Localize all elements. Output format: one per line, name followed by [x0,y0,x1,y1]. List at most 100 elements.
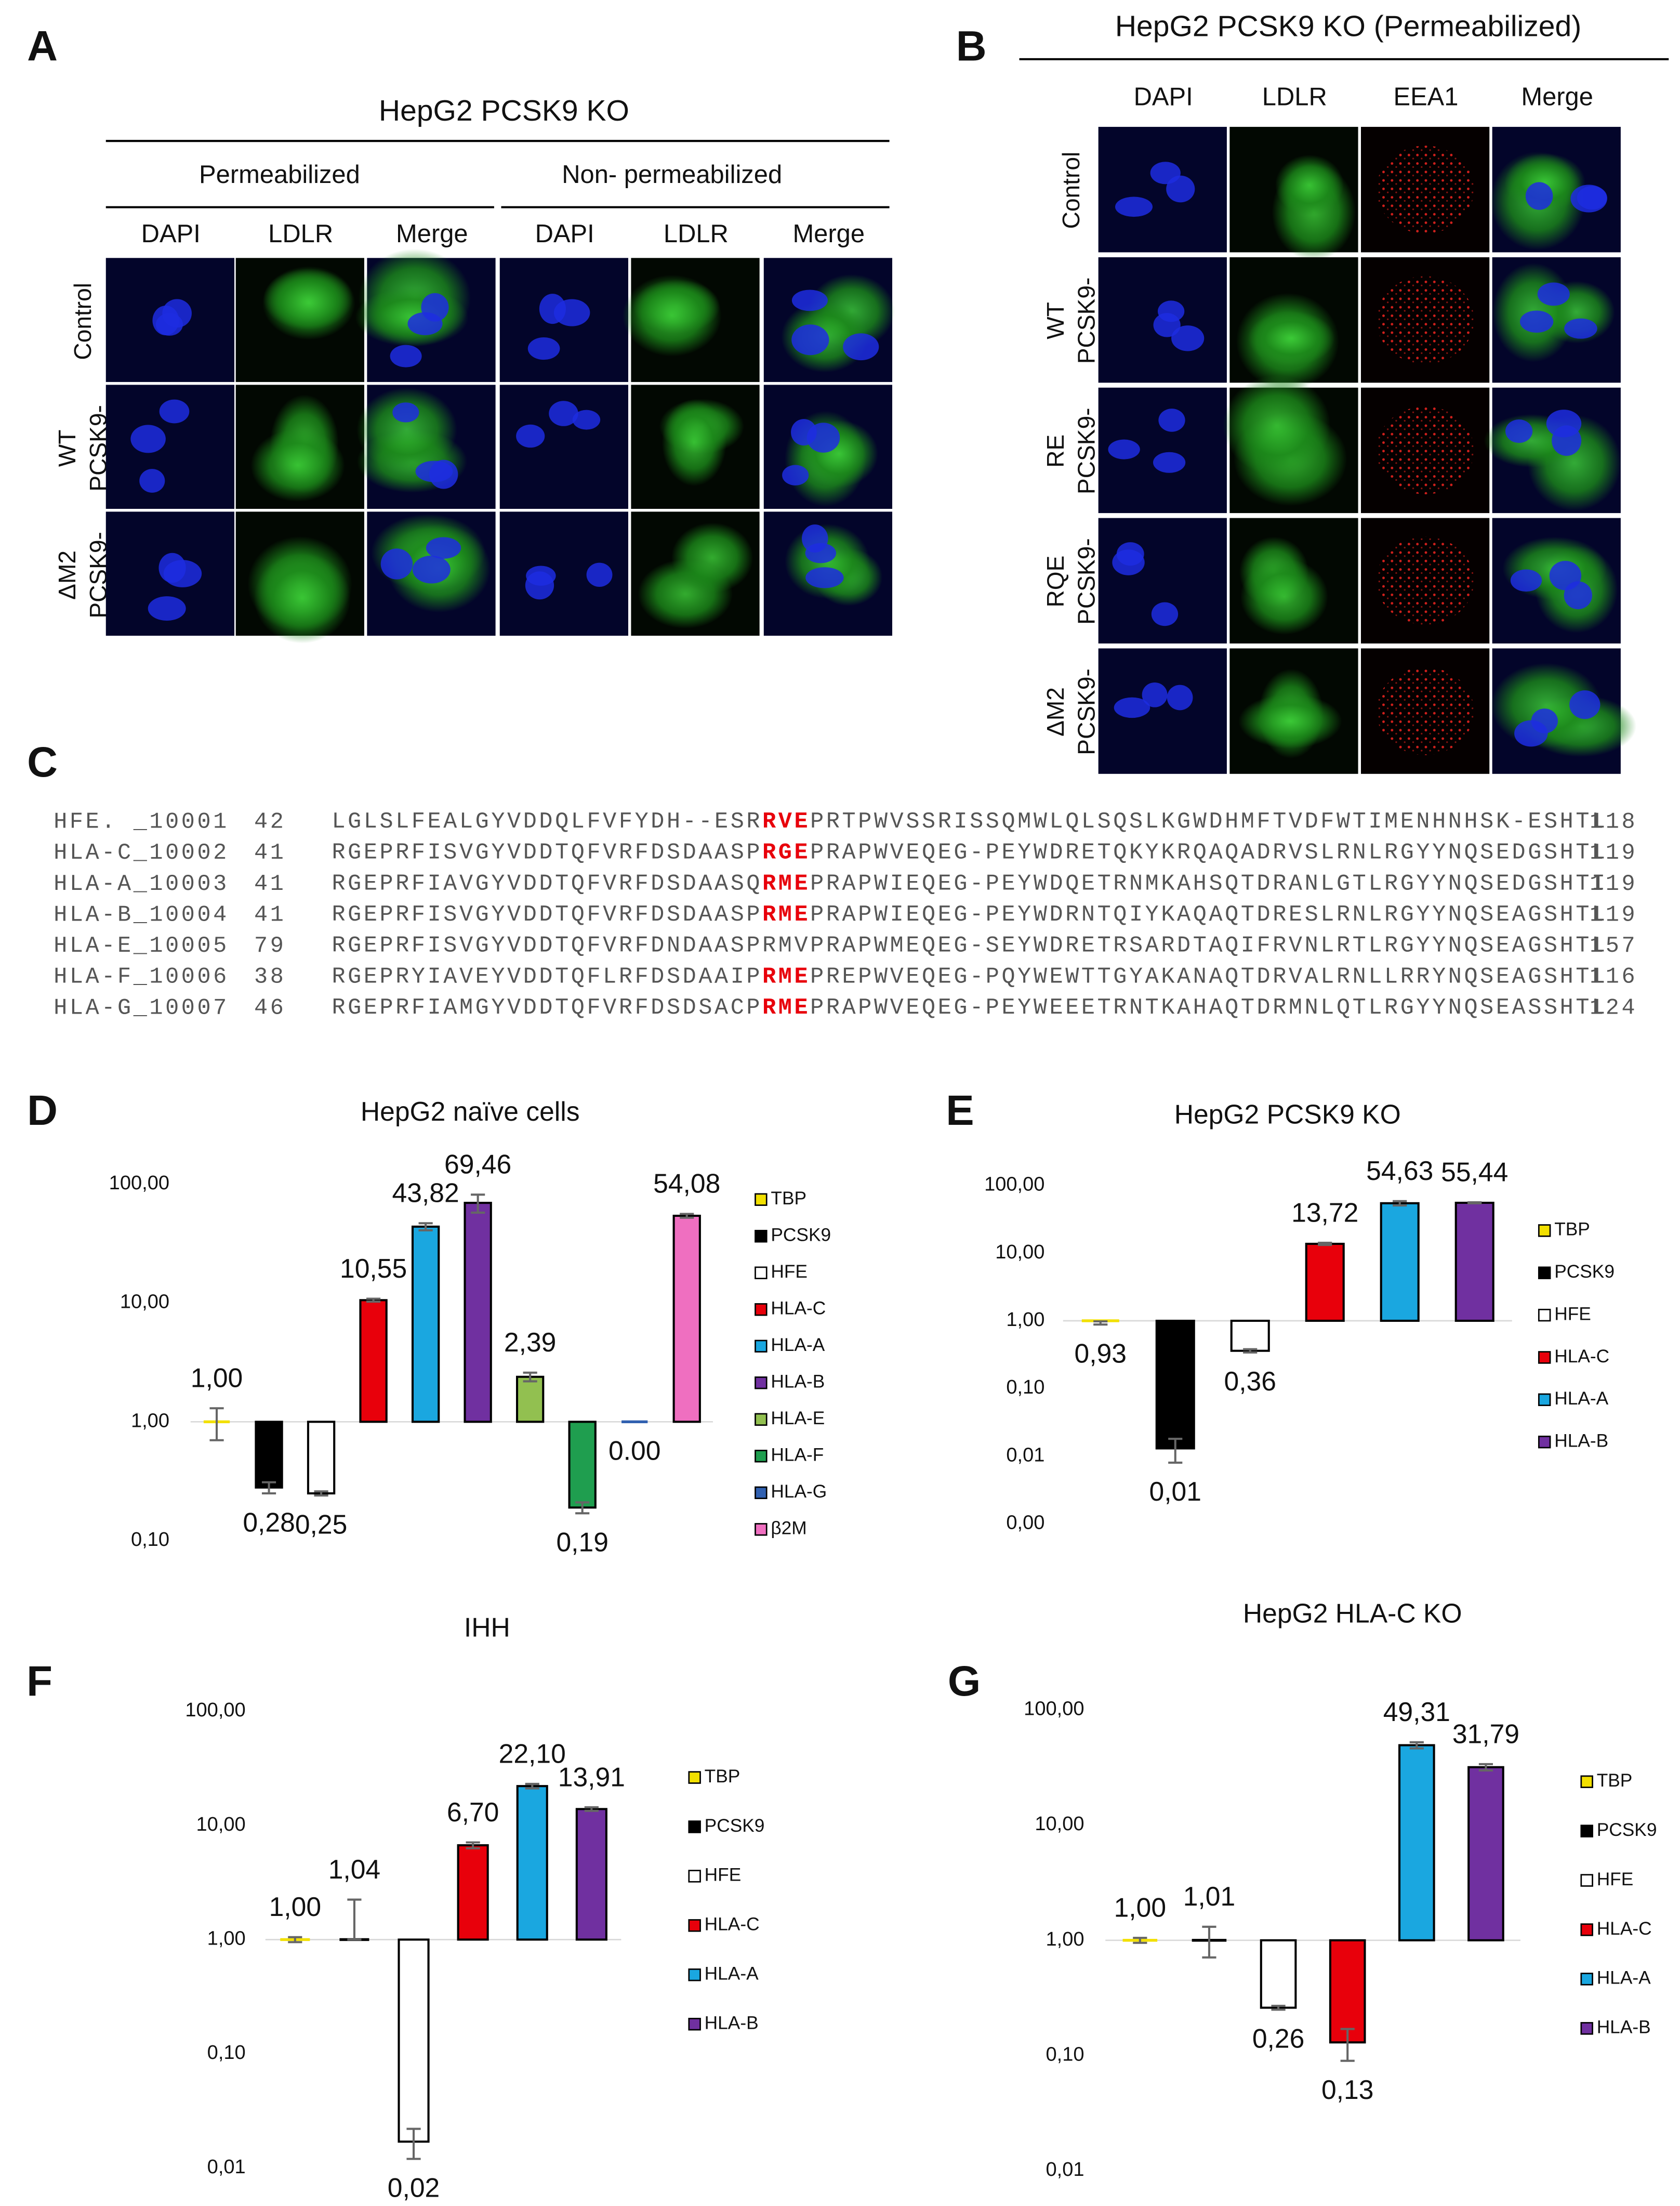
bar [398,1938,430,2143]
micrograph [1484,387,1621,514]
row-label: ΔM2 PCSK9- [1042,668,1100,755]
sequence-end: 118 [1590,809,1637,835]
legend-swatch [1538,1393,1551,1407]
micrograph [1492,518,1621,644]
error-bar [288,1936,302,1944]
value-label: 22,10 [499,1738,566,1768]
error-bar [1318,1241,1332,1246]
bar [255,1421,283,1489]
nucleus [1537,282,1570,306]
column-label: EEA1 [1393,83,1458,111]
nucleus [1142,682,1168,707]
error-bar [1340,2028,1355,2062]
micrograph [1361,518,1490,644]
motif: RME [762,902,810,928]
chart-title: HepG2 PCSK9 KO [1174,1099,1401,1129]
y-tick-label: 1,00 [1006,1309,1044,1331]
cell-green [662,399,727,487]
nucleus [162,299,192,328]
y-tick-label: 0,10 [1006,1376,1044,1398]
value-label: 54,63 [1366,1155,1433,1186]
micrograph [499,385,628,509]
value-label: 55,44 [1441,1157,1508,1187]
eea1-dots [1376,146,1474,234]
micrograph-bg [1098,127,1227,253]
bar [568,1421,597,1509]
micrograph [1229,648,1358,774]
nucleus [1108,439,1140,459]
sequence-end: 119 [1590,902,1637,928]
bar [1398,1744,1435,1941]
nucleus [380,548,413,580]
legend-swatch [1580,1824,1593,1837]
nucleus [1167,685,1193,711]
nucleus [553,299,590,326]
micrograph [763,385,893,509]
value-label: 0,26 [1252,2024,1304,2054]
chart-title: HepG2 HLA-C KO [1243,1598,1462,1628]
nucleus [525,571,554,600]
sequence-name: HLA-A_10003 [54,872,229,897]
nucleus [549,401,578,426]
panel-letter: C [27,739,58,786]
sequence-segment: PRAPWIEQEG-PEYWDQETRNMKAHSQTDRANLGTLRGYY… [810,872,1608,897]
legend-swatch [1538,1435,1551,1449]
y-tick-label: 0,01 [1046,2159,1084,2181]
legend-swatch [755,1376,768,1389]
row-label: Control [69,283,96,360]
cell-green [262,266,355,340]
legend-label: HFE [705,1865,742,1885]
row-label: RQE PCSK9- [1042,538,1100,624]
sequence-end: 119 [1590,841,1637,866]
legend-swatch [1538,1308,1551,1322]
micrograph [1361,648,1490,774]
motif: RME [762,872,810,897]
legend-label: TBP [771,1188,806,1209]
nucleus [586,562,613,587]
bar [621,1420,648,1424]
value-label: 1,00 [191,1363,243,1393]
value-label: 2,39 [504,1327,556,1357]
value-label: 13,72 [1291,1197,1358,1227]
column-label: DAPI [535,220,594,248]
legend-swatch [1580,1775,1593,1788]
nucleus [1577,186,1607,210]
sequence: RGEPRFISVGYVDDTQFVRFDNDAASPRMVPRAPWMEQEG… [332,934,1607,959]
micrograph [1229,518,1358,644]
y-tick-label: 0,01 [1006,1444,1044,1466]
row-label-line: Control [1057,152,1084,229]
legend-label: HLA-F [771,1445,824,1465]
group-label: Non- permeabilized [562,161,782,189]
bar [575,1808,607,1941]
error-bar [471,1193,485,1214]
nucleus [392,402,419,423]
micrograph [367,511,496,636]
y-tick-label: 0,10 [131,1529,169,1551]
legend-label: HLA-E [771,1408,825,1428]
value-label: 0,19 [556,1527,608,1557]
row-label: RE PCSK9- [1042,408,1100,494]
cell-green [1223,375,1331,476]
micrograph [631,385,760,509]
sequence-name: HLA-G_10007 [54,995,229,1021]
error-bar [1393,1200,1407,1207]
micrograph [1098,387,1227,514]
bar [359,1299,388,1423]
micrograph [235,511,364,644]
bar [457,1844,489,1941]
micrograph [1098,648,1227,774]
legend-label: HLA-B [1554,1431,1608,1451]
error-bar [1133,1937,1147,1944]
legend-swatch [755,1303,768,1316]
value-label: 0.00 [608,1436,660,1466]
micrograph [1490,127,1621,253]
micrograph [356,385,496,509]
y-tick-label: 100,00 [984,1174,1044,1196]
sequence-name: HLA-F_10006 [54,965,229,990]
bar [1155,1319,1195,1450]
nucleus [806,423,840,453]
legend-swatch [1580,1874,1593,1887]
sequence-segment: RGEPRFISVGYVDDTQFVRFDNDAASPRMVPRAPWMEQEG… [332,934,1607,959]
micrograph [1229,257,1358,390]
